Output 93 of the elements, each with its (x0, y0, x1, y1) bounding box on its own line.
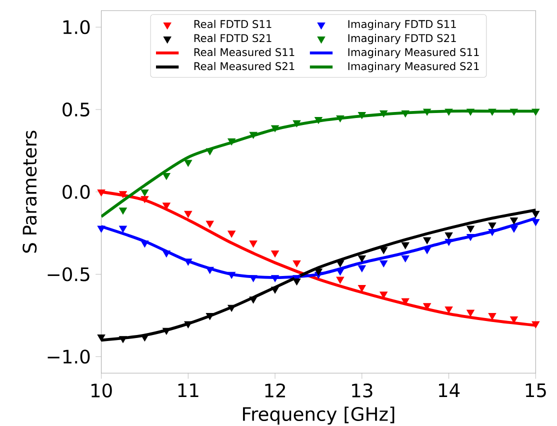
legend-label: Imaginary Measured S21 (348, 62, 479, 72)
point (380, 260, 388, 268)
x-tick-label: 11 (178, 383, 198, 397)
point (444, 238, 453, 246)
point (358, 255, 366, 262)
point (119, 190, 127, 198)
point (162, 250, 170, 258)
point (228, 138, 236, 146)
point (162, 172, 170, 180)
y-tick-label: 1.0 (63, 20, 90, 34)
point (488, 222, 496, 230)
point (532, 321, 540, 328)
point (444, 306, 453, 314)
point (466, 108, 474, 116)
y-axis-title: S Parameters (22, 130, 37, 252)
y-tick-label: −1.0 (48, 349, 90, 364)
y-tick-label: 0.5 (62, 102, 90, 116)
x-axis-title: Frequency [GHz] (243, 406, 394, 424)
point (292, 260, 301, 268)
point (510, 108, 518, 116)
legend-label: Imaginary FDTD S21 (348, 34, 456, 44)
point (423, 108, 432, 116)
point (119, 207, 127, 214)
point (314, 116, 322, 124)
point (271, 250, 279, 258)
point (249, 132, 258, 139)
point (119, 336, 127, 343)
point (488, 228, 496, 236)
point (532, 108, 540, 116)
point (466, 226, 474, 232)
point (97, 334, 106, 342)
point (206, 148, 214, 156)
point (228, 230, 236, 238)
x-tick-label: 14 (439, 383, 460, 397)
legend-label: Real Measured S11 (194, 48, 294, 56)
point (380, 246, 388, 254)
point (140, 189, 149, 196)
point (97, 226, 106, 232)
point (292, 278, 301, 286)
point (423, 237, 432, 244)
point (271, 125, 279, 132)
point (401, 110, 410, 118)
point (336, 276, 344, 284)
point (488, 312, 496, 320)
legend-label: Real Measured S21 (194, 62, 294, 70)
point (444, 108, 453, 116)
point (140, 196, 149, 203)
x-tick-label: 12 (265, 383, 286, 398)
point (292, 120, 301, 127)
point (510, 226, 518, 232)
point (358, 265, 366, 272)
point (271, 286, 279, 294)
point (140, 240, 149, 248)
point (401, 242, 410, 249)
point (380, 110, 388, 118)
point (466, 310, 474, 316)
point (336, 260, 344, 268)
point (206, 220, 214, 228)
point (119, 226, 127, 232)
point (162, 328, 170, 335)
point (358, 112, 366, 119)
point (358, 284, 366, 292)
y-tick-label: 0.0 (62, 184, 90, 199)
x-tick-label: 10 (91, 383, 112, 398)
point (401, 255, 410, 262)
point (184, 160, 192, 167)
point (510, 217, 518, 224)
point (184, 210, 192, 218)
legend-label: Real FDTD S21 (194, 34, 272, 42)
y-tick-label: −0.5 (48, 267, 90, 282)
point (444, 232, 453, 240)
legend-label: Imaginary Measured S11 (348, 48, 479, 58)
point (249, 240, 258, 248)
point (314, 268, 322, 276)
point (532, 218, 540, 226)
legend-label: Imaginary FDTD S11 (348, 20, 456, 30)
point (532, 210, 540, 218)
point (488, 108, 496, 116)
point (184, 321, 192, 328)
point (271, 274, 279, 282)
point (97, 189, 106, 196)
point (336, 115, 344, 122)
point (423, 246, 432, 254)
point (228, 272, 236, 279)
legend-label: Real FDTD S11 (194, 20, 272, 28)
x-tick-label: 13 (352, 383, 372, 398)
point (249, 296, 258, 304)
point (249, 274, 258, 282)
point (401, 298, 410, 305)
point (466, 234, 474, 241)
x-tick-label: 15 (526, 383, 546, 398)
point (206, 312, 214, 320)
point (162, 202, 170, 210)
